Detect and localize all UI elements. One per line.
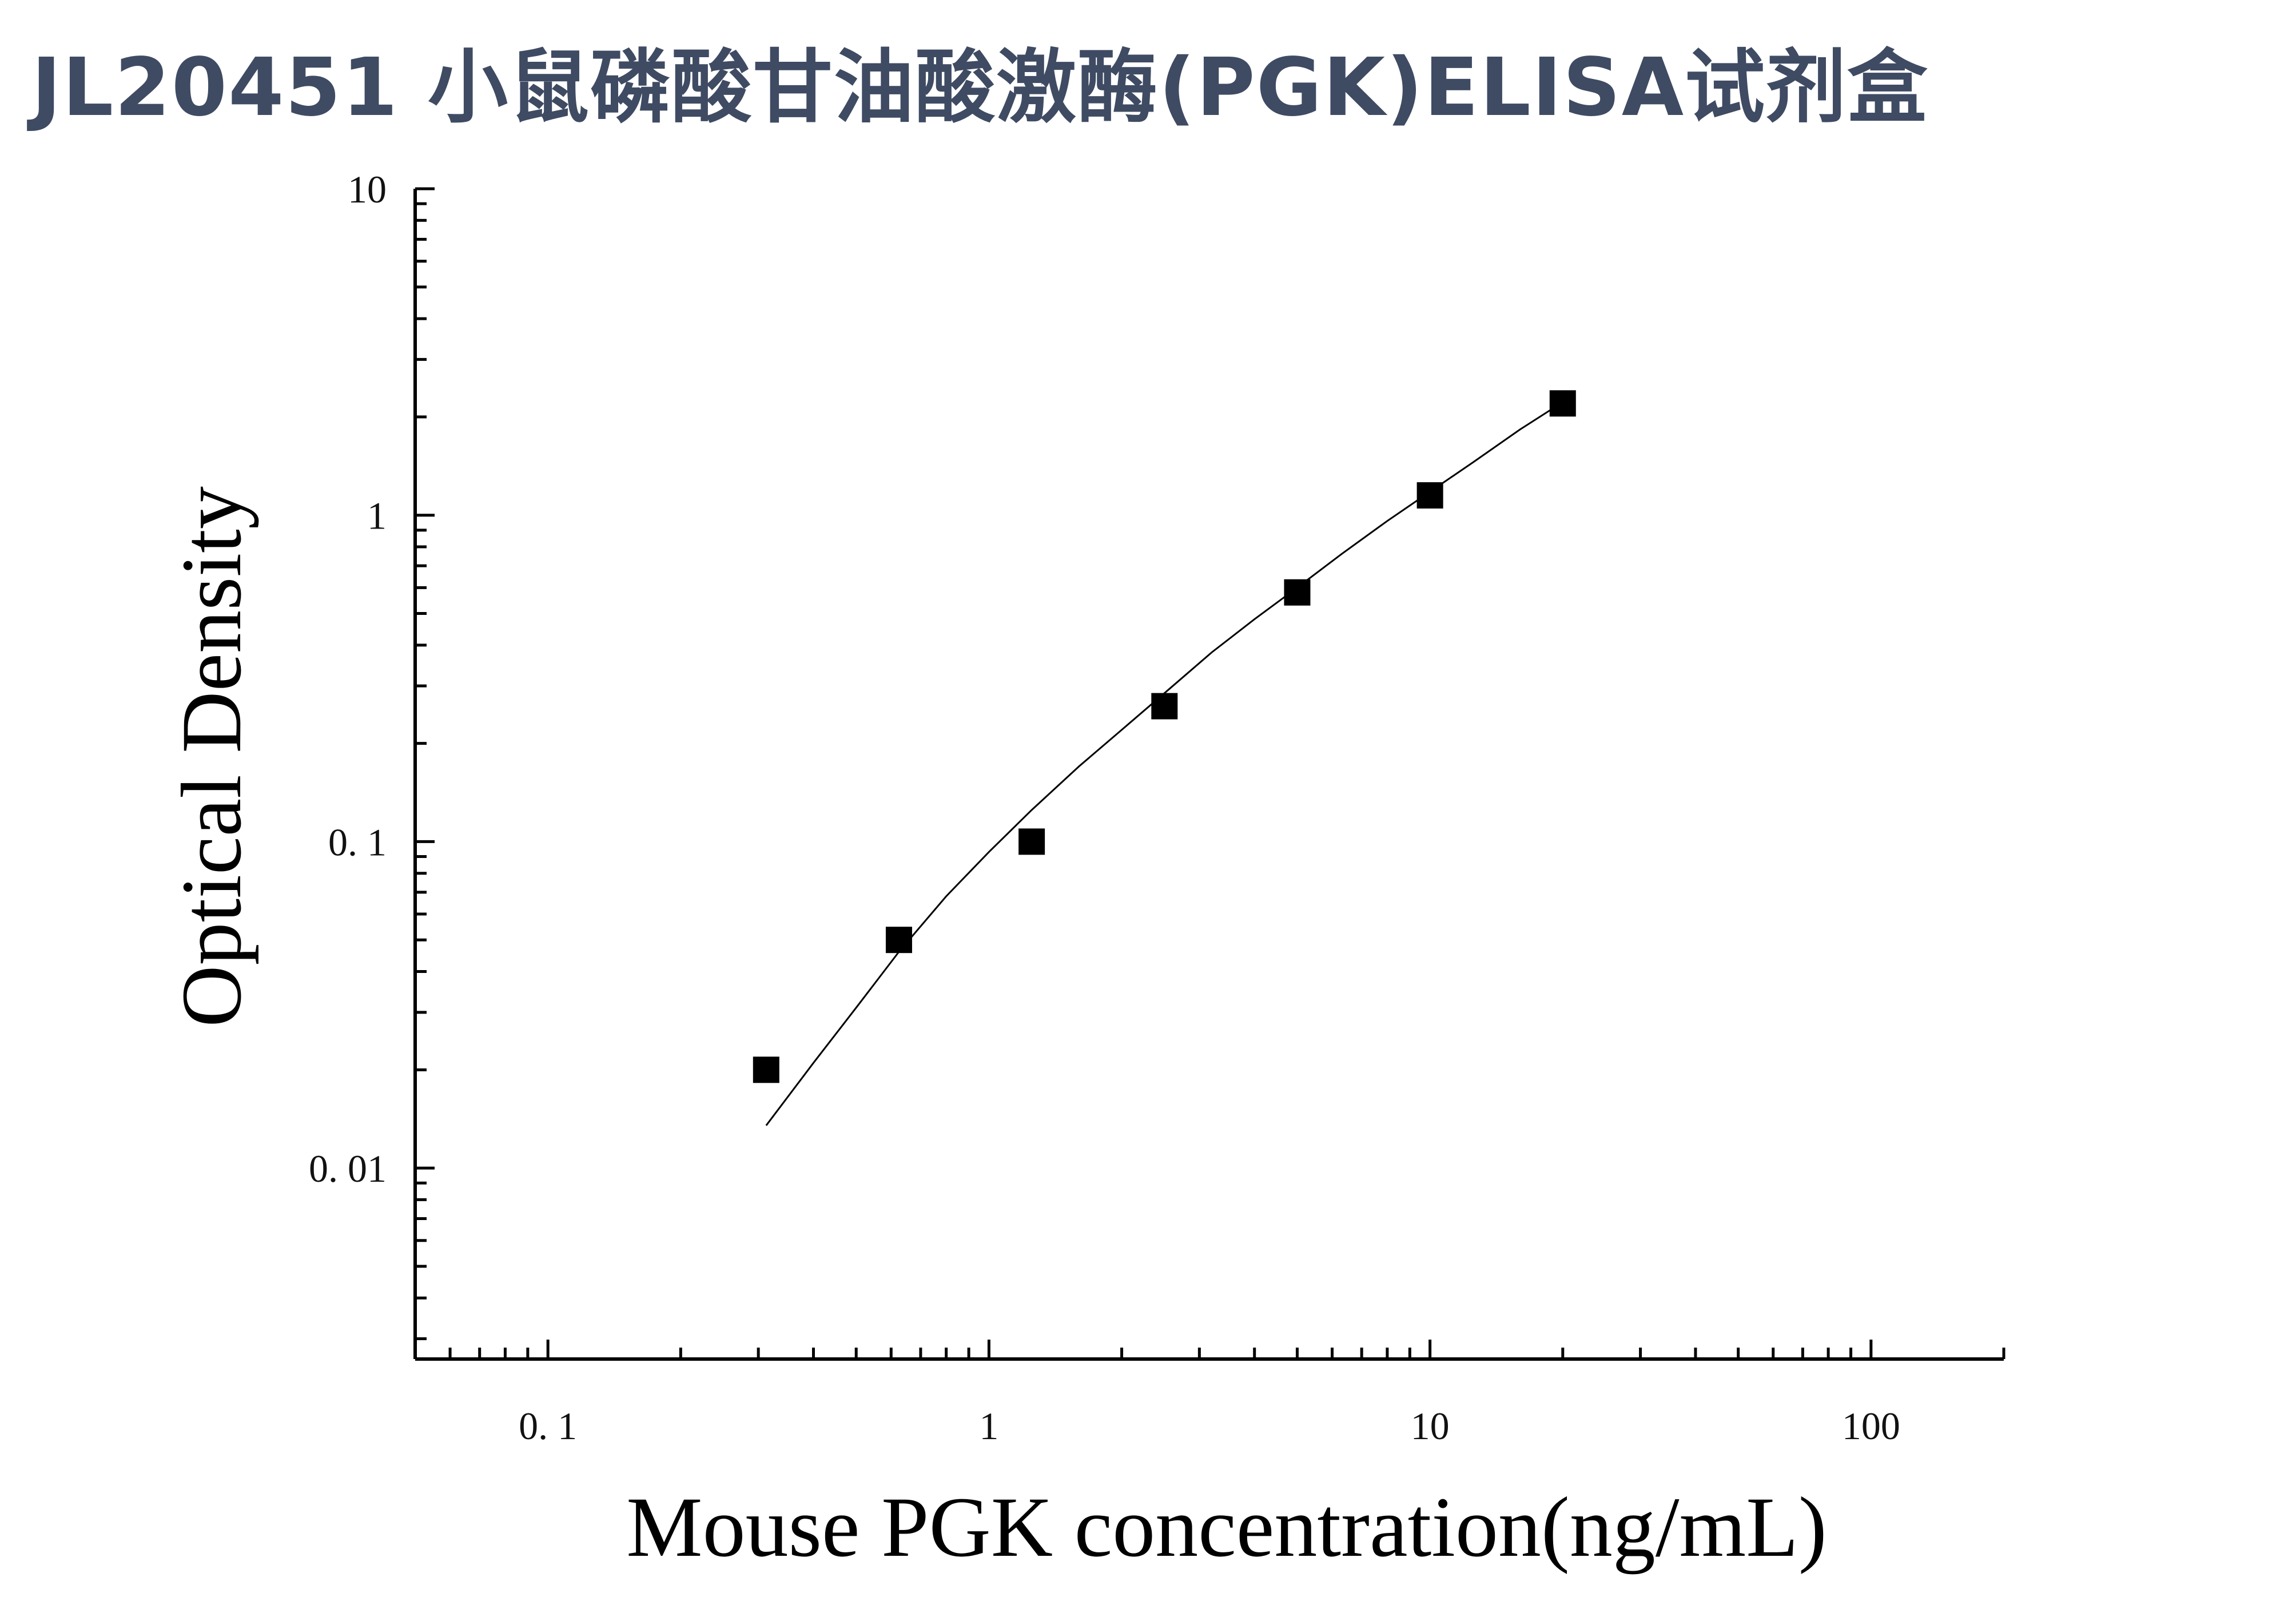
data-point-marker	[1151, 693, 1178, 720]
y-tick-label: 0. 01	[309, 1147, 387, 1190]
x-tick-label: 10	[1411, 1404, 1450, 1448]
y-tick-label: 0. 1	[328, 820, 387, 864]
fit-curve	[765, 401, 1563, 1126]
y-tick-label: 10	[348, 168, 387, 211]
fit-curve-group	[765, 401, 1563, 1126]
x-tick-label: 0. 1	[519, 1404, 577, 1448]
data-point-marker	[1018, 828, 1045, 855]
x-tick-label: 100	[1842, 1404, 1900, 1448]
data-point-marker	[1284, 579, 1311, 606]
page-title: JL20451 小鼠磷酸甘油酸激酶(PGK)ELISA试剂盒	[31, 41, 1929, 134]
data-point-marker	[753, 1056, 779, 1083]
x-tick-label: 1	[979, 1404, 998, 1448]
axes: 0. 1 1 10 100 0. 01 0. 1 1 10	[309, 168, 2005, 1448]
data-points-group	[753, 390, 1576, 1083]
x-axis-title: Mouse PGK concentration(ng/mL)	[626, 1480, 1827, 1575]
y-tick-label: 1	[367, 494, 387, 538]
data-point-marker	[1549, 390, 1576, 417]
data-point-marker	[1416, 482, 1443, 509]
y-axis-title: Optical Density	[164, 486, 259, 1027]
data-point-marker	[885, 927, 912, 954]
